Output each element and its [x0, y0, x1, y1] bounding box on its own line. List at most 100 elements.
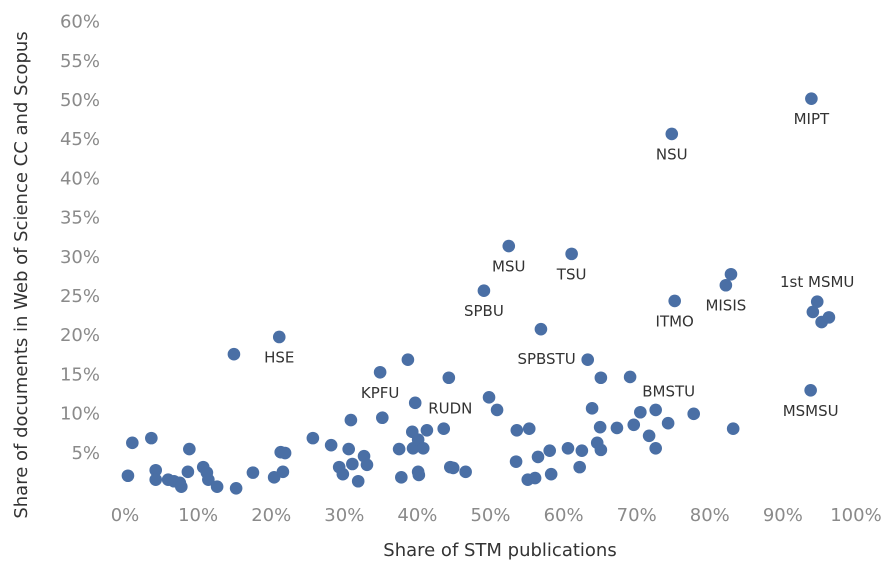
point-label: MSU: [492, 258, 525, 276]
point: [490, 403, 504, 417]
point: [306, 431, 320, 445]
point: [627, 418, 641, 432]
point: [687, 407, 700, 421]
x-tick-label: 100%: [830, 505, 881, 526]
point: [183, 442, 196, 456]
point: [149, 463, 163, 477]
x-axis-title: Share of STM publications: [383, 540, 616, 561]
point: [543, 444, 557, 457]
point: [210, 480, 224, 494]
point: [408, 396, 422, 410]
point: [502, 239, 516, 253]
y-tick-label: 30%: [60, 247, 100, 268]
y-tick-label: 45%: [60, 129, 100, 150]
point: [373, 365, 387, 379]
x-tick-label: 90%: [763, 505, 803, 526]
point: [324, 438, 338, 452]
y-tick-label: 20%: [60, 325, 100, 346]
point: [565, 247, 578, 261]
x-tick-label: 10%: [178, 505, 218, 526]
point: [351, 474, 365, 488]
point: [509, 455, 523, 468]
point: [420, 423, 434, 437]
point: [446, 461, 460, 475]
point: [510, 423, 524, 437]
point: [395, 471, 408, 484]
point-label: HSE: [264, 348, 294, 366]
point: [181, 465, 195, 479]
y-axis-title: Share of documents in Web of Science CC …: [11, 31, 32, 518]
point: [822, 311, 836, 324]
point: [642, 429, 656, 443]
y-tick-label: 50%: [60, 90, 100, 111]
point: [593, 420, 607, 434]
x-tick-label: 80%: [690, 505, 730, 526]
point-label: BMSTU: [642, 382, 695, 400]
point: [594, 443, 608, 457]
point: [482, 391, 496, 404]
point: [522, 422, 536, 436]
point: [724, 267, 738, 281]
point: [276, 465, 290, 479]
x-tick-label: 30%: [324, 505, 364, 526]
point: [412, 468, 426, 482]
point: [585, 402, 599, 415]
point: [229, 481, 243, 495]
point: [668, 294, 681, 308]
y-tick-label: 40%: [60, 168, 100, 189]
point: [561, 442, 575, 455]
point: [437, 422, 451, 436]
y-tick-label: 5%: [71, 443, 100, 464]
x-tick-label: 50%: [470, 505, 510, 526]
y-tick-label: 25%: [60, 286, 100, 307]
point: [278, 446, 292, 460]
point: [531, 450, 545, 464]
point-label: MSMSU: [783, 402, 839, 420]
point: [459, 465, 472, 479]
y-tick-label: 60%: [60, 12, 100, 33]
x-tick-label: 60%: [544, 505, 584, 526]
point: [416, 442, 430, 455]
point: [336, 467, 350, 481]
x-tick-label: 40%: [397, 505, 437, 526]
point: [719, 278, 733, 292]
point: [623, 370, 637, 384]
point: [649, 403, 662, 417]
point: [360, 458, 374, 472]
x-tick-label: 0%: [111, 505, 140, 526]
point: [342, 442, 355, 456]
point-label: KPFU: [361, 384, 400, 402]
point-label: RUDN: [428, 399, 472, 417]
point: [581, 353, 595, 367]
point: [610, 421, 624, 435]
y-tick-label: 55%: [60, 51, 100, 72]
point: [149, 473, 163, 486]
point: [121, 469, 135, 483]
point-label: MIPT: [794, 110, 830, 128]
point: [272, 330, 286, 344]
point-label: 1st MSMU: [780, 273, 854, 291]
y-tick-label: 35%: [60, 208, 100, 229]
point: [661, 416, 675, 430]
point: [594, 371, 608, 385]
point: [805, 92, 818, 105]
point: [649, 442, 662, 455]
point-label: SPBU: [464, 302, 504, 320]
point: [346, 457, 359, 471]
point-label: TSU: [556, 265, 587, 283]
point-label: NSU: [656, 145, 688, 163]
point: [344, 413, 358, 427]
point: [665, 127, 679, 141]
point: [544, 467, 558, 481]
point: [534, 322, 548, 336]
point: [575, 444, 589, 457]
point: [528, 471, 542, 485]
point: [227, 347, 241, 361]
point: [376, 411, 389, 425]
point: [806, 305, 820, 319]
point: [804, 383, 817, 397]
point: [442, 371, 456, 385]
point: [145, 431, 158, 445]
point: [573, 460, 586, 474]
